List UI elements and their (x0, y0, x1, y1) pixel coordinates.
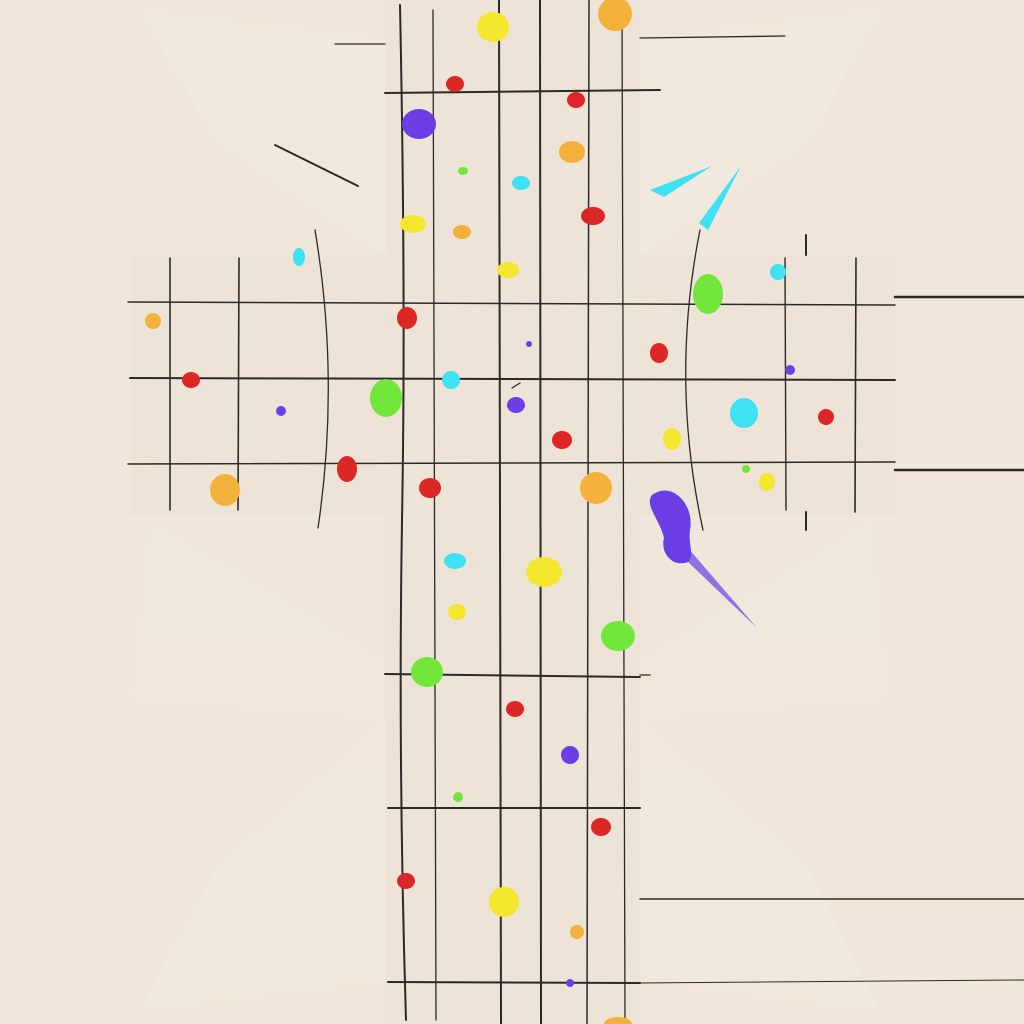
yellow-paint-dot (400, 215, 426, 233)
green-paint-dot (742, 465, 750, 473)
orange-paint-dot (598, 0, 632, 31)
yellow-paint-dot (489, 887, 519, 917)
yellow-paint-dot (497, 262, 519, 278)
red-paint-dot (337, 456, 357, 482)
background-wedges (130, 10, 890, 1010)
cyan-paint-dot (293, 248, 305, 266)
green-paint-dot (693, 274, 723, 314)
red-paint-dot (446, 76, 464, 92)
purple-paint-dot (526, 341, 532, 347)
red-paint-dot (419, 478, 441, 498)
red-paint-dot (650, 343, 668, 363)
orange-paint-dot (210, 474, 240, 506)
paint-streaks (649, 166, 757, 628)
green-paint-dot (370, 379, 402, 417)
orange-paint-dot (453, 225, 471, 239)
yellow-paint-dot (448, 604, 466, 620)
red-paint-dot (397, 873, 415, 889)
red-paint-dot (552, 431, 572, 449)
cyan-paint-dot (442, 371, 460, 389)
yellow-paint-dot (759, 473, 775, 491)
yellow-paint-dot (526, 557, 562, 587)
cyan-paint-dot (444, 553, 466, 569)
red-paint-dot (581, 207, 605, 225)
grid-lines (127, 0, 1024, 1024)
red-paint-dot (591, 818, 611, 836)
orange-paint-dot (580, 472, 612, 504)
cross-shaped-paper (130, 0, 895, 1024)
yellow-paint-dot (477, 12, 509, 42)
red-paint-dot (567, 92, 585, 108)
paint-dots (145, 0, 834, 1024)
red-paint-dot (818, 409, 834, 425)
purple-paint-dot (402, 109, 436, 139)
orange-paint-dot (570, 925, 584, 939)
cyan-paint-dot (770, 264, 786, 280)
cyan-paint-dot (512, 176, 530, 190)
green-paint-dot (458, 167, 468, 175)
purple-paint-dot (566, 979, 574, 987)
orange-paint-dot (604, 1017, 632, 1024)
cyan-paint-dot (730, 398, 758, 428)
purple-paint-dot (561, 746, 579, 764)
purple-paint-dot (507, 397, 525, 413)
red-paint-dot (182, 372, 200, 388)
green-paint-dot (601, 621, 635, 651)
green-paint-dot (453, 792, 463, 802)
red-paint-dot (506, 701, 524, 717)
yellow-paint-dot (663, 428, 681, 450)
orange-paint-dot (559, 141, 585, 163)
orange-paint-dot (145, 313, 161, 329)
green-paint-dot (411, 657, 443, 687)
purple-paint-dot (276, 406, 286, 416)
red-paint-dot (397, 307, 417, 329)
purple-paint-dot (785, 365, 795, 375)
